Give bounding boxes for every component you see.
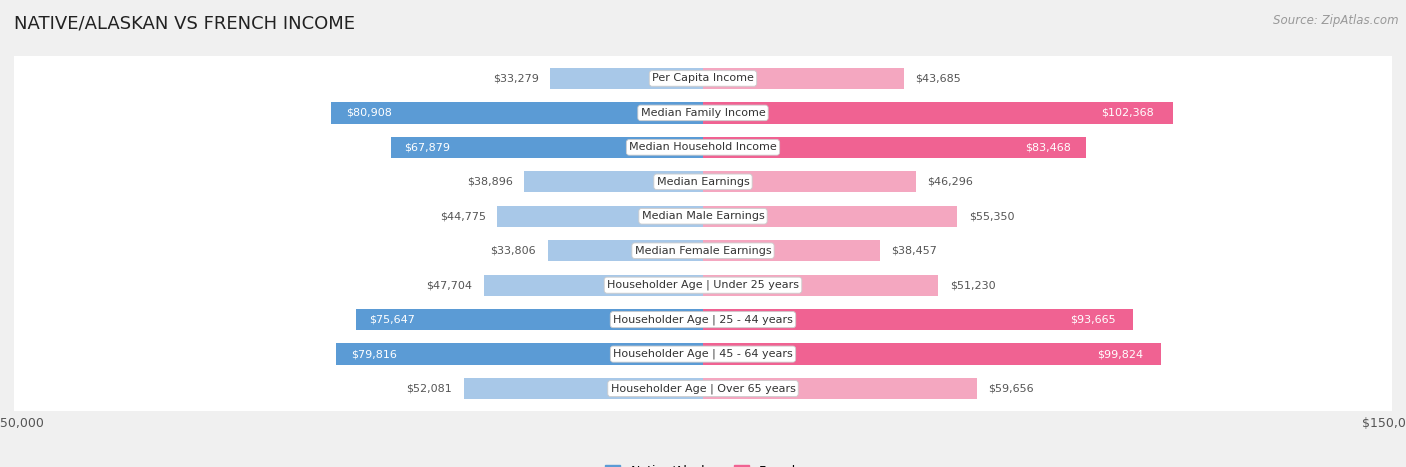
- Bar: [703, 137, 1087, 158]
- FancyBboxPatch shape: [8, 0, 1398, 467]
- Text: $43,685: $43,685: [915, 73, 960, 84]
- FancyBboxPatch shape: [8, 0, 1398, 467]
- FancyBboxPatch shape: [8, 0, 1398, 467]
- Bar: [703, 68, 904, 89]
- Bar: [356, 309, 703, 330]
- Text: $44,775: $44,775: [440, 211, 486, 221]
- Bar: [703, 102, 1173, 124]
- Text: Householder Age | Under 25 years: Householder Age | Under 25 years: [607, 280, 799, 290]
- Bar: [703, 240, 880, 262]
- Text: $93,665: $93,665: [1070, 315, 1116, 325]
- Text: Median Earnings: Median Earnings: [657, 177, 749, 187]
- Legend: Native/Alaskan, French: Native/Alaskan, French: [600, 460, 806, 467]
- Bar: [332, 102, 703, 124]
- Text: $51,230: $51,230: [950, 280, 995, 290]
- Text: NATIVE/ALASKAN VS FRENCH INCOME: NATIVE/ALASKAN VS FRENCH INCOME: [14, 14, 356, 32]
- Bar: [703, 309, 1133, 330]
- Bar: [336, 343, 703, 365]
- Bar: [524, 171, 703, 192]
- FancyBboxPatch shape: [8, 0, 1398, 467]
- Text: Source: ZipAtlas.com: Source: ZipAtlas.com: [1274, 14, 1399, 27]
- Bar: [703, 343, 1161, 365]
- FancyBboxPatch shape: [8, 0, 1398, 467]
- Text: $75,647: $75,647: [370, 315, 415, 325]
- Text: $52,081: $52,081: [406, 383, 453, 394]
- Bar: [484, 275, 703, 296]
- Text: Median Family Income: Median Family Income: [641, 108, 765, 118]
- Text: $33,806: $33,806: [491, 246, 536, 256]
- FancyBboxPatch shape: [8, 0, 1398, 467]
- Text: Householder Age | 45 - 64 years: Householder Age | 45 - 64 years: [613, 349, 793, 359]
- Text: Median Male Earnings: Median Male Earnings: [641, 211, 765, 221]
- Bar: [498, 205, 703, 227]
- Bar: [703, 205, 957, 227]
- Bar: [464, 378, 703, 399]
- Bar: [550, 68, 703, 89]
- Bar: [703, 378, 977, 399]
- FancyBboxPatch shape: [8, 0, 1398, 467]
- Text: $83,468: $83,468: [1025, 142, 1071, 152]
- Bar: [391, 137, 703, 158]
- Text: $33,279: $33,279: [492, 73, 538, 84]
- Bar: [548, 240, 703, 262]
- Text: $38,896: $38,896: [467, 177, 513, 187]
- FancyBboxPatch shape: [8, 0, 1398, 467]
- Text: $99,824: $99,824: [1097, 349, 1143, 359]
- Text: $67,879: $67,879: [404, 142, 450, 152]
- Text: Householder Age | 25 - 44 years: Householder Age | 25 - 44 years: [613, 314, 793, 325]
- FancyBboxPatch shape: [8, 0, 1398, 467]
- Text: Per Capita Income: Per Capita Income: [652, 73, 754, 84]
- Text: $38,457: $38,457: [891, 246, 936, 256]
- Text: $79,816: $79,816: [352, 349, 396, 359]
- Text: $102,368: $102,368: [1102, 108, 1154, 118]
- Text: $80,908: $80,908: [346, 108, 392, 118]
- Text: Householder Age | Over 65 years: Householder Age | Over 65 years: [610, 383, 796, 394]
- Text: $55,350: $55,350: [969, 211, 1014, 221]
- Text: $47,704: $47,704: [426, 280, 472, 290]
- Text: $46,296: $46,296: [927, 177, 973, 187]
- Text: Median Household Income: Median Household Income: [628, 142, 778, 152]
- Bar: [703, 171, 915, 192]
- Bar: [703, 275, 938, 296]
- Text: $59,656: $59,656: [988, 383, 1033, 394]
- Text: Median Female Earnings: Median Female Earnings: [634, 246, 772, 256]
- FancyBboxPatch shape: [8, 0, 1398, 467]
